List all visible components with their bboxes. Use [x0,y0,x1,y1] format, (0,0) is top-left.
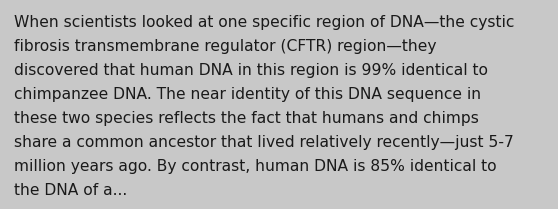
Text: When scientists looked at one specific region of DNA—the cystic: When scientists looked at one specific r… [14,15,514,30]
Text: fibrosis transmembrane regulator (CFTR) region—they: fibrosis transmembrane regulator (CFTR) … [14,39,436,54]
Text: chimpanzee DNA. The near identity of this DNA sequence in: chimpanzee DNA. The near identity of thi… [14,87,481,102]
Text: these two species reflects the fact that humans and chimps: these two species reflects the fact that… [14,111,479,126]
Text: discovered that human DNA in this region is 99% identical to: discovered that human DNA in this region… [14,63,488,78]
Text: share a common ancestor that lived relatively recently—just 5-7: share a common ancestor that lived relat… [14,135,514,150]
Text: the DNA of a...: the DNA of a... [14,183,127,198]
Text: million years ago. By contrast, human DNA is 85% identical to: million years ago. By contrast, human DN… [14,159,497,174]
